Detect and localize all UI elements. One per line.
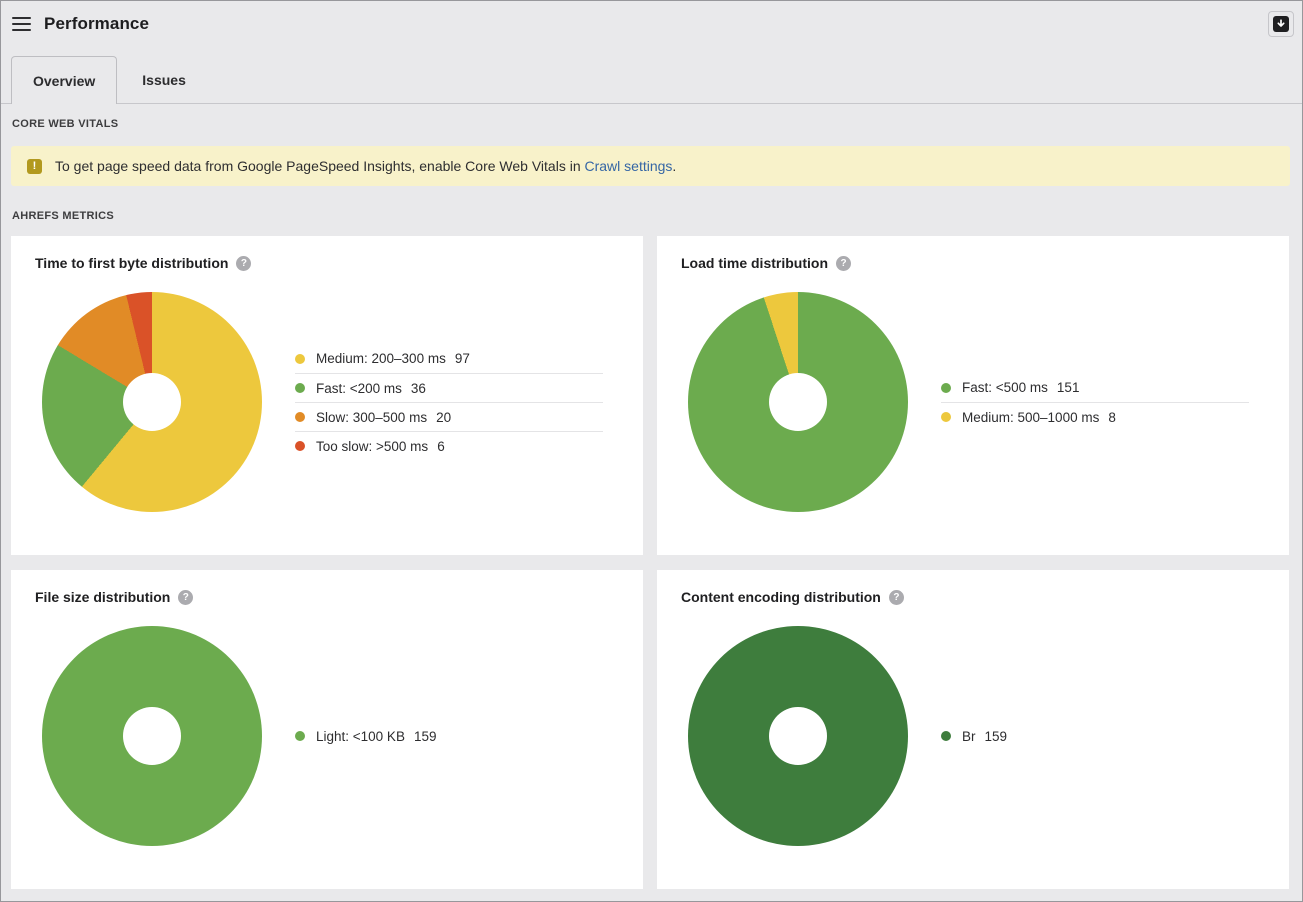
legend-count: 151 (1056, 380, 1080, 395)
card-header: File size distribution ? (35, 589, 619, 605)
donut-hole (123, 707, 181, 765)
legend-label: Slow: 300–500 ms (316, 409, 428, 425)
legend-item: Slow: 300–500 ms 20 (295, 402, 603, 431)
warning-banner: ! To get page speed data from Google Pag… (11, 146, 1290, 186)
help-icon[interactable]: ? (888, 589, 904, 605)
legend-count: 97 (454, 351, 470, 366)
tab-overview[interactable]: Overview (11, 56, 118, 104)
banner-suffix: . (672, 158, 677, 174)
legend-dot-icon (941, 412, 951, 422)
card-title: Time to first byte distribution (35, 255, 229, 271)
charts-grid: Time to first byte distribution ? Medium… (11, 236, 1289, 889)
card-time-to-first-byte: Time to first byte distribution ? Medium… (11, 236, 643, 555)
card-header: Time to first byte distribution ? (35, 255, 619, 271)
legend-label: Too slow: >500 ms (316, 438, 429, 454)
donut-hole (769, 707, 827, 765)
card-load-time: Load time distribution ? Fast: <500 ms 15… (657, 236, 1289, 555)
donut-chart[interactable] (42, 626, 262, 846)
export-button[interactable] (1268, 11, 1294, 37)
legend-dot-icon (295, 412, 305, 422)
legend-dot-icon (295, 353, 305, 364)
legend-dot-icon (295, 383, 305, 393)
donut-hole (769, 373, 827, 431)
legend-item: Medium: 200–300 ms 97 (295, 344, 603, 373)
warning-icon: ! (27, 158, 42, 174)
banner-text: To get page speed data from Google PageS… (55, 158, 676, 174)
chart-legend: Light: <100 KB 159 (295, 722, 603, 751)
crawl-settings-link[interactable]: Crawl settings (584, 158, 673, 174)
chart-legend: Medium: 200–300 ms 97 Fast: <200 ms 36 Slow:… (295, 344, 603, 460)
card-body: Medium: 200–300 ms 97 Fast: <200 ms 36 Slow:… (35, 271, 619, 533)
legend-label: Fast: <500 ms (962, 380, 1048, 395)
legend-item: Light: <100 KB 159 (295, 722, 603, 751)
banner-message: To get page speed data from Google PageS… (55, 158, 581, 174)
donut-chart[interactable] (688, 626, 908, 846)
legend-label: Medium: 200–300 ms (316, 351, 446, 366)
donut-chart[interactable] (42, 292, 262, 512)
donut-hole (123, 373, 181, 431)
card-body: Br 159 (681, 605, 1265, 867)
card-title: Content encoding distribution (681, 589, 881, 605)
legend-count: 8 (1108, 409, 1116, 425)
section-core-web-vitals: CORE WEB VITALS (12, 118, 119, 130)
tab-bar: Overview Issues (1, 56, 1302, 104)
legend-count: 20 (436, 409, 452, 425)
legend-dot-icon (295, 731, 305, 741)
page-header: Performance (1, 1, 1302, 47)
legend-item: Medium: 500–1000 ms 8 (941, 402, 1249, 431)
export-download-icon (1273, 16, 1289, 32)
legend-dot-icon (941, 731, 951, 741)
card-header: Content encoding distribution ? (681, 589, 1265, 605)
card-title: File size distribution (35, 589, 171, 605)
legend-item: Fast: <500 ms 151 (941, 373, 1249, 402)
legend-label: Medium: 500–1000 ms (962, 409, 1100, 425)
chart-legend: Br 159 (941, 722, 1249, 751)
legend-dot-icon (295, 441, 305, 451)
legend-item: Too slow: >500 ms 6 (295, 431, 603, 460)
legend-label: Br (962, 728, 976, 744)
card-header: Load time distribution ? (681, 255, 1265, 271)
card-body: Light: <100 KB 159 (35, 605, 619, 867)
page-title: Performance (44, 14, 150, 33)
card-content-encoding: Content encoding distribution ? Br 159 (657, 570, 1289, 889)
menu-icon[interactable] (12, 16, 31, 32)
legend-count: 6 (437, 438, 445, 454)
legend-dot-icon (941, 382, 951, 393)
legend-count: 159 (984, 728, 1008, 744)
chart-legend: Fast: <500 ms 151 Medium: 500–1000 ms 8 (941, 373, 1249, 431)
legend-label: Light: <100 KB (316, 728, 405, 744)
legend-count: 159 (413, 728, 437, 744)
card-body: Fast: <500 ms 151 Medium: 500–1000 ms 8 (681, 271, 1265, 533)
legend-count: 36 (410, 380, 426, 396)
help-icon[interactable]: ? (178, 589, 194, 605)
section-ahrefs-metrics: AHREFS METRICS (12, 210, 114, 222)
card-title: Load time distribution (681, 255, 828, 271)
legend-item: Br 159 (941, 722, 1249, 751)
donut-chart[interactable] (688, 292, 908, 512)
help-icon[interactable]: ? (236, 255, 252, 271)
tab-issues[interactable]: Issues (142, 72, 186, 88)
card-file-size: File size distribution ? Light: <100 KB 1… (11, 570, 643, 889)
help-icon[interactable]: ? (836, 255, 851, 271)
legend-item: Fast: <200 ms 36 (295, 373, 603, 402)
legend-label: Fast: <200 ms (316, 380, 402, 396)
